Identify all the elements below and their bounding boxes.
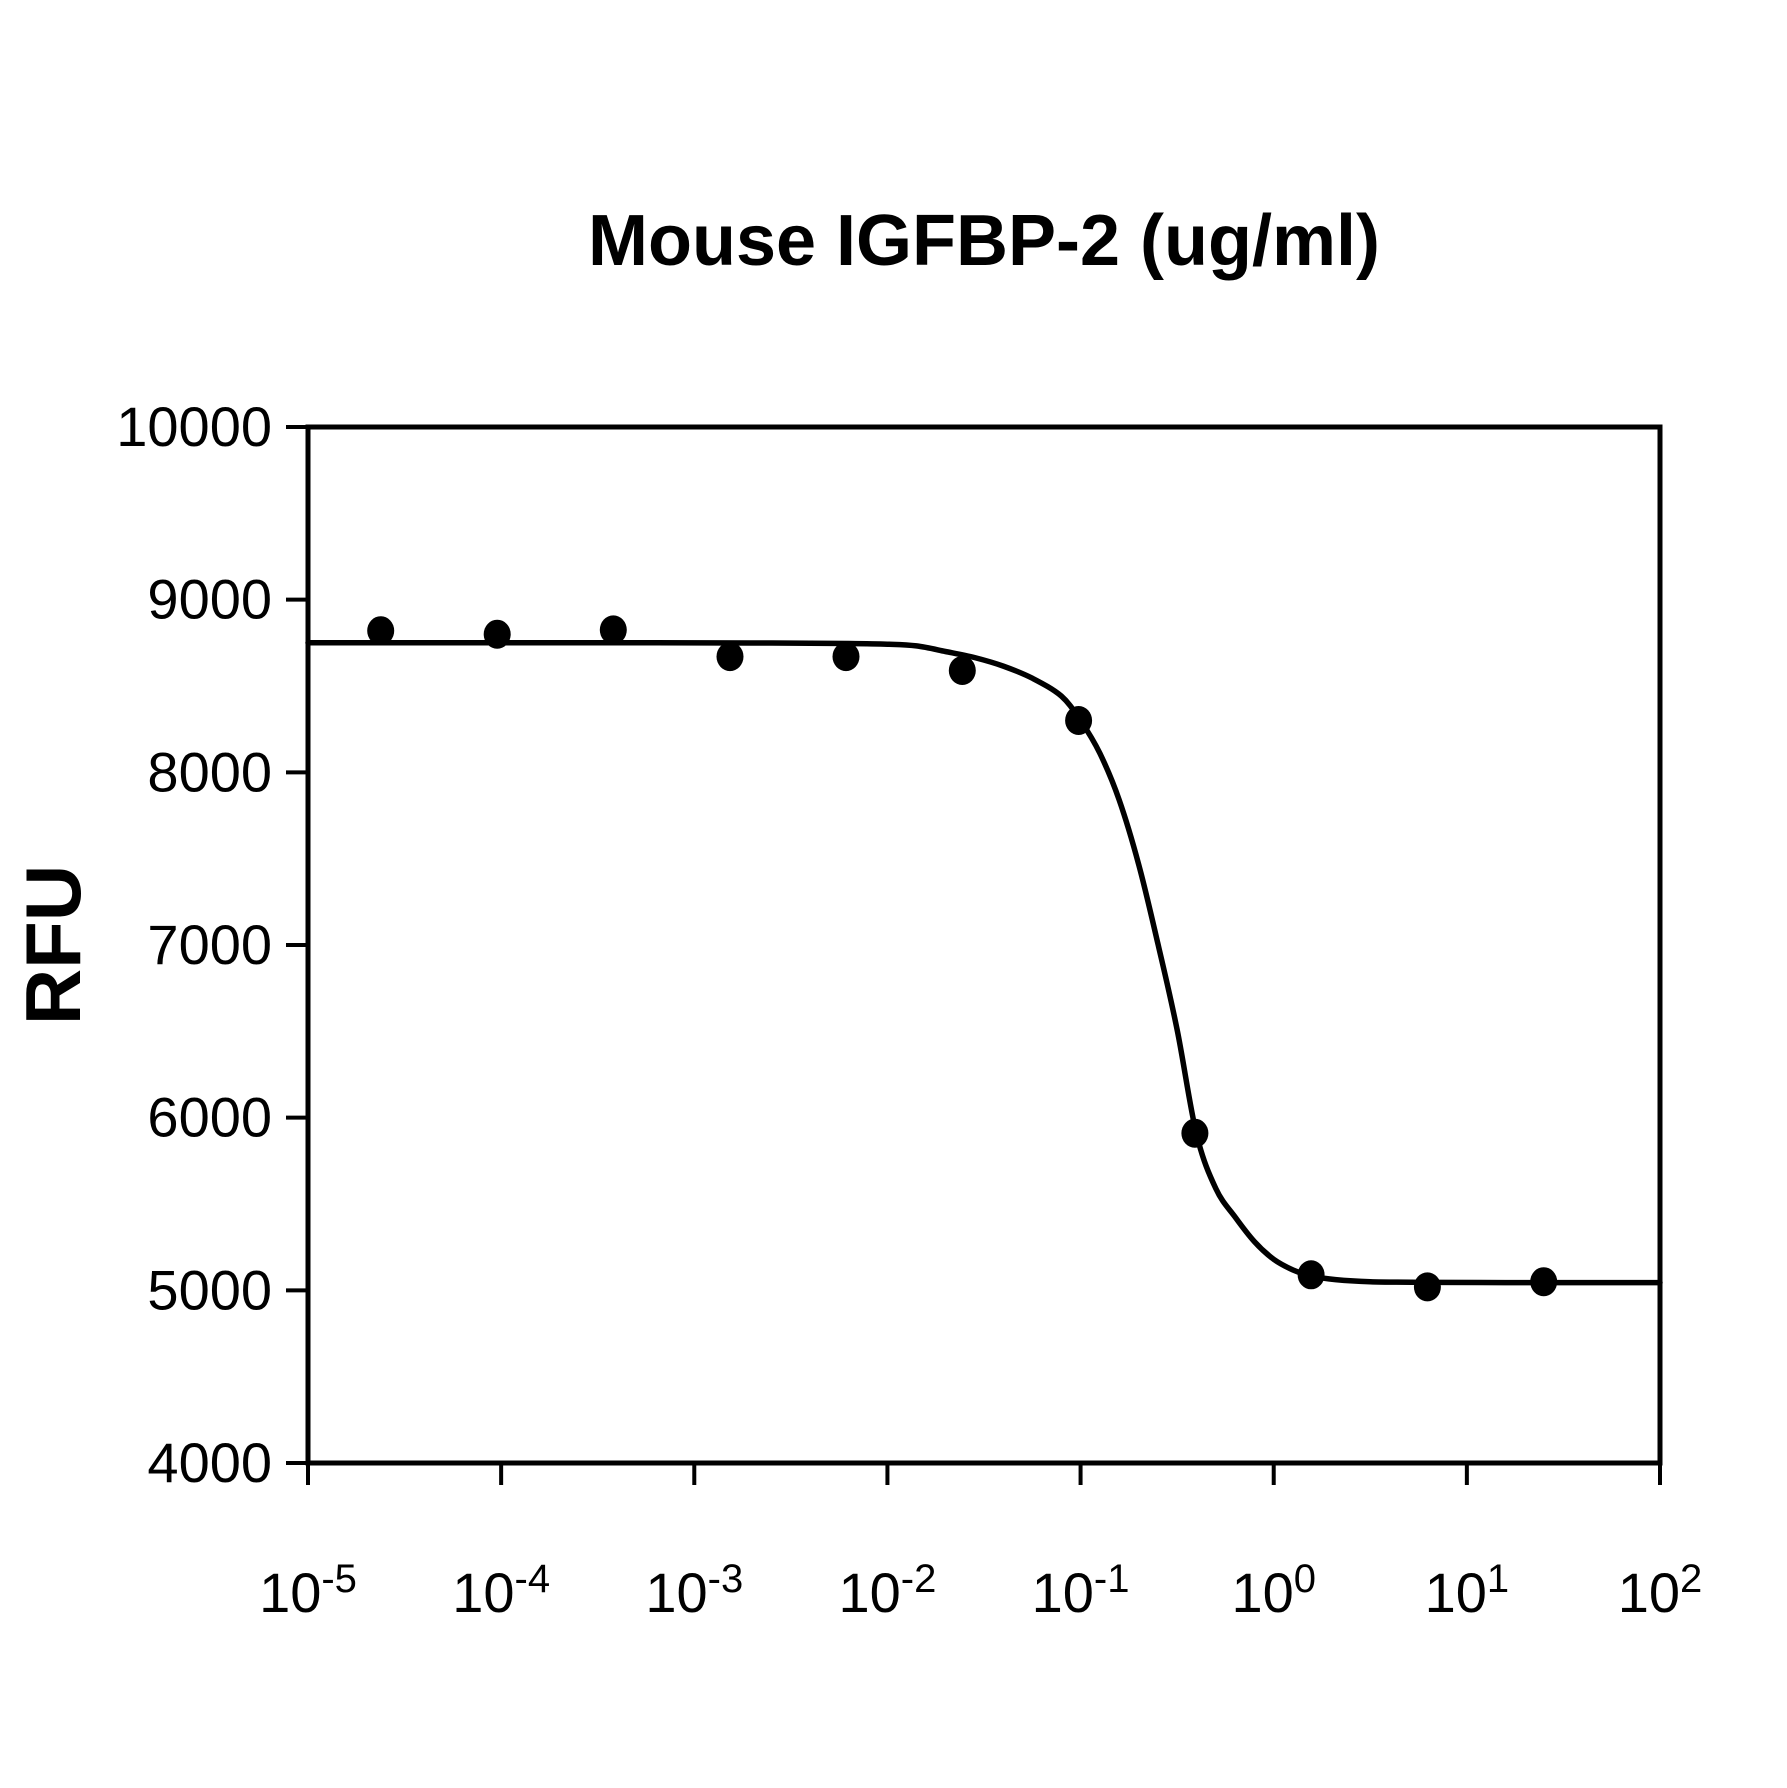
plot-frame [305, 424, 1663, 1466]
data-point [599, 615, 627, 645]
y-axis-label: RFU [9, 865, 97, 1025]
data-point [1530, 1267, 1558, 1297]
x-tick-label: 100 [1231, 1557, 1316, 1624]
data-point [367, 616, 395, 646]
x-tick-label: 102 [1618, 1557, 1703, 1624]
data-point [1065, 706, 1093, 735]
plot-area: 10000 9000 8000 7000 6000 5000 4000 10-5 10-4 10-… [116, 395, 1702, 1624]
chart-title: Mouse IGFBP-2 (ug/ml) [588, 201, 1380, 281]
x-tick-label: 101 [1425, 1557, 1510, 1624]
x-tick-label: 10-3 [645, 1557, 743, 1624]
data-point [1181, 1118, 1209, 1148]
x-tick-label: 10-4 [452, 1557, 550, 1624]
y-tick-label: 7000 [147, 913, 272, 976]
data-point [832, 642, 860, 672]
data-point [1413, 1272, 1441, 1302]
data-point [1297, 1260, 1325, 1290]
x-tick-label: 10-5 [259, 1557, 357, 1624]
y-tick-label: 10000 [116, 395, 272, 458]
y-tick-label: 5000 [147, 1258, 272, 1321]
data-point [483, 619, 511, 649]
x-tick-label: 10-1 [1032, 1557, 1130, 1624]
fit-curve [305, 640, 1663, 1286]
data-point [948, 656, 976, 685]
y-tick-label: 9000 [147, 568, 272, 631]
y-tick-label: 8000 [147, 740, 272, 803]
data-point [716, 642, 744, 672]
y-tick-label: 4000 [147, 1431, 272, 1494]
x-tick-label: 10-2 [838, 1557, 936, 1624]
y-tick-label: 6000 [147, 1086, 272, 1149]
